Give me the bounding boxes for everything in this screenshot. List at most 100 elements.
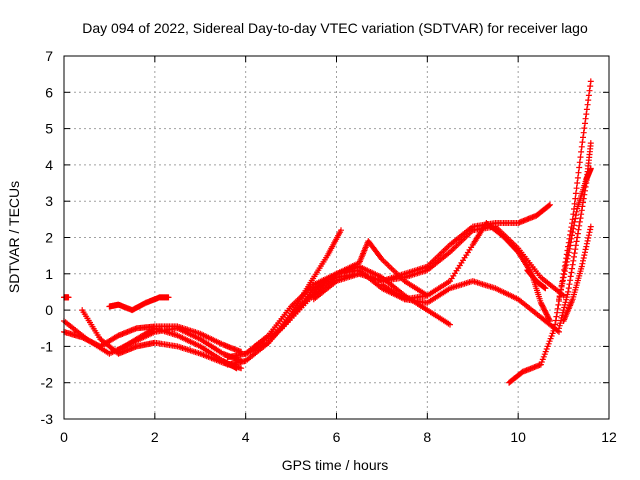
data-point — [447, 321, 453, 328]
x-tick-label: 10 — [510, 429, 526, 445]
data-point — [578, 207, 585, 214]
data-point — [582, 115, 589, 122]
data-point — [570, 211, 577, 218]
series-arc-f — [115, 325, 240, 372]
data-point — [576, 218, 583, 225]
data-point — [578, 143, 585, 150]
data-point — [554, 305, 561, 312]
data-point — [567, 277, 574, 284]
x-tick-label: 4 — [242, 429, 250, 445]
data-point — [574, 180, 581, 186]
data-point — [578, 211, 585, 218]
data-point — [567, 239, 574, 246]
data-point — [572, 246, 579, 253]
data-point — [567, 273, 574, 280]
data-point — [547, 201, 553, 208]
data-point — [583, 106, 590, 113]
y-tick-label: 3 — [45, 193, 53, 209]
grid-layer — [64, 56, 609, 419]
data-point — [565, 252, 572, 259]
data-point — [565, 288, 572, 295]
data-point — [583, 243, 590, 250]
data-point — [575, 169, 582, 176]
y-tick-label: 7 — [45, 48, 53, 64]
data-point — [587, 78, 594, 85]
x-tick-label: 2 — [151, 429, 159, 445]
data-point — [573, 185, 580, 192]
data-point — [587, 140, 594, 147]
series-arc-d — [61, 294, 72, 301]
series-arc-q — [556, 165, 594, 303]
data-point — [585, 235, 592, 241]
data-point — [559, 277, 566, 284]
data-point — [584, 237, 591, 244]
data-point — [571, 218, 578, 225]
data-point — [583, 111, 590, 118]
data-point — [557, 290, 564, 296]
data-point — [566, 245, 573, 252]
y-tick-label: 6 — [45, 84, 53, 100]
data-point — [165, 294, 172, 301]
data-point — [570, 257, 577, 264]
data-point — [542, 285, 549, 292]
x-axis-label: GPS time / hours — [282, 457, 389, 473]
data-point — [565, 249, 572, 256]
y-tick-label: -1 — [41, 338, 54, 354]
data-point — [565, 285, 572, 292]
data-point — [552, 321, 559, 328]
data-point — [561, 271, 568, 278]
data-point — [572, 190, 579, 197]
series-arc-l — [310, 223, 567, 303]
y-tick-label: 2 — [45, 230, 53, 246]
data-point — [585, 97, 592, 104]
data-point — [587, 223, 594, 230]
data-point — [560, 274, 567, 281]
data-point — [571, 250, 578, 257]
data-point — [576, 164, 583, 171]
data-point — [584, 101, 591, 108]
data-point — [79, 334, 86, 341]
data-point — [581, 252, 588, 259]
data-point — [566, 281, 573, 288]
data-point — [586, 229, 593, 236]
x-tick-label: 0 — [60, 429, 68, 445]
data-point — [574, 174, 581, 181]
data-point — [556, 296, 562, 303]
y-tick-label: 5 — [45, 121, 53, 137]
data-point — [570, 225, 577, 232]
data-point — [233, 365, 240, 372]
data-point — [338, 227, 344, 234]
data-point — [114, 333, 121, 340]
y-axis-label: SDTVAR / TECUs — [6, 181, 22, 293]
data-point — [567, 242, 574, 249]
data-point — [572, 215, 579, 222]
data-point — [574, 234, 581, 241]
data-point — [578, 148, 585, 155]
data-point — [577, 154, 584, 161]
data-point — [583, 240, 590, 247]
data-point — [586, 87, 593, 94]
data-layer — [61, 78, 594, 386]
data-point — [558, 283, 565, 290]
y-tick-label: -2 — [41, 375, 54, 391]
series-arc-r — [524, 267, 549, 292]
series-arc-p — [560, 223, 594, 324]
data-point — [572, 242, 579, 249]
data-point — [546, 202, 552, 209]
data-point — [580, 257, 586, 264]
y-tick-label: 0 — [45, 302, 53, 318]
data-point — [569, 232, 575, 239]
data-point — [569, 265, 575, 272]
x-tick-label: 6 — [333, 429, 341, 445]
series-arc-e — [106, 294, 172, 314]
data-point — [582, 246, 589, 253]
data-point — [553, 313, 560, 320]
data-point — [552, 317, 559, 324]
data-point — [554, 309, 561, 316]
x-tick-label: 12 — [601, 429, 617, 445]
data-point — [573, 238, 580, 245]
